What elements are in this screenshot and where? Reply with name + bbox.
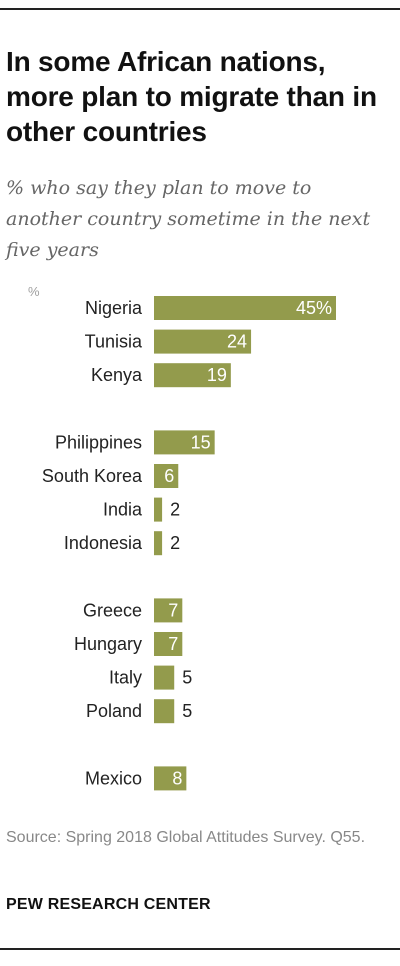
value-label-italy: 5 <box>182 668 192 688</box>
value-label-greece: 7 <box>168 600 178 620</box>
bar-italy <box>154 665 175 690</box>
category-label-tunisia: Tunisia <box>85 332 143 352</box>
bar-india <box>154 497 163 522</box>
category-label-nigeria: Nigeria <box>85 298 143 318</box>
value-label-poland: 5 <box>182 701 192 721</box>
category-label-greece: Greece <box>83 600 142 620</box>
value-label-india: 2 <box>170 500 180 520</box>
unit-label: % <box>28 284 40 299</box>
chart-subtitle: % who say they plan to move to another c… <box>6 177 371 261</box>
bottom-rule <box>0 948 400 950</box>
bar-hungary <box>154 632 183 656</box>
value-label-south-korea: 6 <box>164 466 174 486</box>
bar-south-korea <box>154 464 179 488</box>
bar-nigeria <box>154 296 336 320</box>
brand-name: PEW RESEARCH CENTER <box>6 896 211 913</box>
chart-title: In some African nations, more plan to mi… <box>6 46 377 147</box>
category-label-poland: Poland <box>86 701 142 721</box>
bar-chart: Nigeria 45% Tunisia 24 Kenya 19 Philippines 15 S… <box>42 296 336 791</box>
category-label-philippines: Philippines <box>55 432 142 452</box>
category-label-indonesia: Indonesia <box>64 533 143 553</box>
bar-indonesia <box>154 531 163 556</box>
source-note: Source: Spring 2018 Global Attitudes Sur… <box>6 829 366 846</box>
category-label-kenya: Kenya <box>91 365 143 385</box>
bar-greece <box>154 598 183 623</box>
value-label-hungary: 7 <box>168 634 178 654</box>
bar-tunisia <box>154 329 252 354</box>
category-label-mexico: Mexico <box>85 768 142 788</box>
bar-kenya <box>154 363 231 388</box>
category-label-south-korea: South Korea <box>42 466 143 486</box>
value-label-tunisia: 24 <box>227 332 247 352</box>
bar-philippines <box>154 430 215 455</box>
value-label-mexico: 8 <box>172 768 182 788</box>
bar-poland <box>154 699 175 724</box>
bar-mexico <box>154 766 187 791</box>
category-label-italy: Italy <box>109 668 142 688</box>
value-label-indonesia: 2 <box>170 533 180 553</box>
category-label-hungary: Hungary <box>74 634 142 654</box>
top-rule <box>0 8 400 10</box>
category-label-india: India <box>103 500 143 520</box>
value-label-philippines: 15 <box>191 432 211 452</box>
value-label-nigeria: 45% <box>296 298 332 318</box>
value-label-kenya: 19 <box>207 365 227 385</box>
